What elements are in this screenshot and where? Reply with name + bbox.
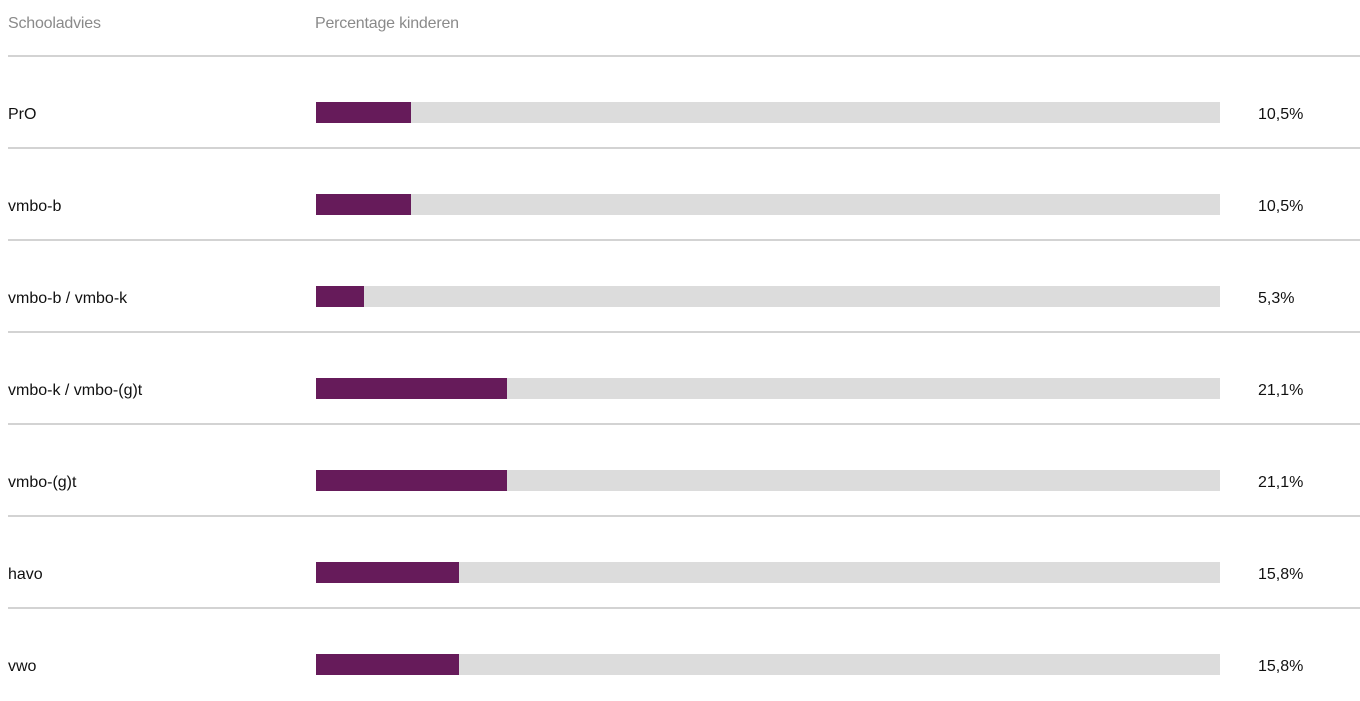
bar: [316, 470, 507, 491]
category-label: vmbo-b / vmbo-k: [8, 290, 128, 307]
chart-row: vmbo-k / vmbo-(g)t 21,1%: [0, 333, 1360, 425]
data-label: 21,1%: [1258, 474, 1304, 491]
row-divider: [8, 55, 1360, 57]
bar: [316, 378, 507, 399]
row-divider: [8, 423, 1360, 425]
data-label: 10,5%: [1258, 106, 1304, 123]
row-divider: [8, 147, 1360, 149]
bar-track: [316, 470, 1220, 491]
row-divider: [8, 239, 1360, 241]
row-divider: [8, 331, 1360, 333]
bar: [316, 102, 411, 123]
row-divider: [8, 607, 1360, 609]
chart-row: vmbo-b 10,5%: [0, 149, 1360, 241]
bar-track: [316, 378, 1220, 399]
data-label: 5,3%: [1258, 290, 1295, 307]
bar-track: [316, 286, 1220, 307]
bar: [316, 654, 459, 675]
chart-row: vwo 15,8%: [0, 609, 1360, 701]
bar-track: [316, 102, 1220, 123]
row-divider: [8, 515, 1360, 517]
data-label: 21,1%: [1258, 382, 1304, 399]
bar: [316, 286, 364, 307]
column-header-schooladvies: Schooladvies: [8, 15, 101, 32]
chart-row: vmbo-(g)t 21,1%: [0, 425, 1360, 517]
data-label: 10,5%: [1258, 198, 1304, 215]
chart-row: havo 15,8%: [0, 517, 1360, 609]
category-label: vmbo-b: [8, 198, 62, 215]
chart-row: PrO 10,5%: [0, 57, 1360, 149]
category-label: vwo: [8, 658, 37, 675]
category-label: vmbo-k / vmbo-(g)t: [8, 382, 143, 399]
category-label: havo: [8, 566, 43, 583]
category-label: PrO: [8, 106, 37, 123]
chart-header: Schooladvies Percentage kinderen: [0, 0, 1360, 56]
bar-track: [316, 562, 1220, 583]
bar-track: [316, 654, 1220, 675]
column-header-percentage: Percentage kinderen: [315, 15, 459, 32]
data-label: 15,8%: [1258, 658, 1304, 675]
bar: [316, 194, 411, 215]
category-label: vmbo-(g)t: [8, 474, 77, 491]
data-label: 15,8%: [1258, 566, 1304, 583]
chart-row: vmbo-b / vmbo-k 5,3%: [0, 241, 1360, 333]
bar: [316, 562, 459, 583]
bar-track: [316, 194, 1220, 215]
